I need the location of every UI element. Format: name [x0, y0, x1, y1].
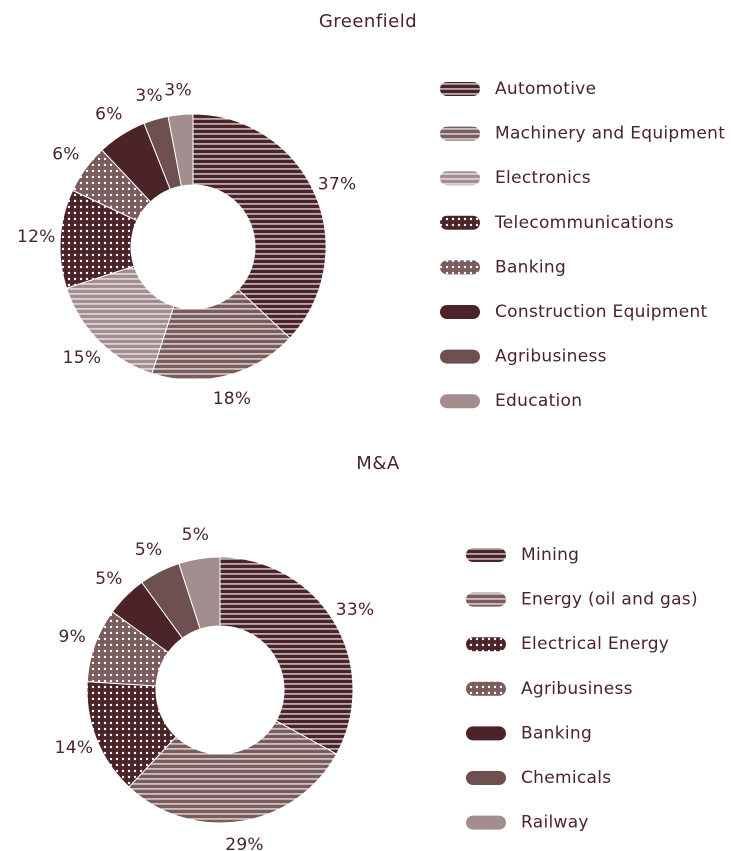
legend-label: Education	[495, 391, 582, 411]
legend-swatch	[440, 126, 480, 141]
legend-label: Agribusiness	[521, 679, 633, 699]
legend-swatch	[440, 305, 480, 319]
legend-swatch	[466, 637, 506, 652]
data-label: 5%	[135, 540, 163, 560]
legend-swatch	[440, 215, 480, 230]
donut-slice	[178, 556, 221, 630]
legend-label: Mining	[521, 545, 579, 565]
legend-label: Automotive	[495, 79, 596, 99]
legend-label: Machinery and Equipment	[495, 124, 725, 144]
data-label: 14%	[55, 738, 94, 758]
legend-label: Electronics	[495, 168, 591, 188]
legend-label: Railway	[521, 813, 589, 833]
legend-label: Telecommunications	[494, 213, 674, 233]
legend-swatch	[466, 681, 506, 696]
legend-swatch	[440, 82, 480, 96]
data-label: 33%	[336, 600, 375, 620]
legend-swatch	[466, 592, 506, 607]
legend-swatch	[440, 394, 480, 409]
data-label: 3%	[135, 86, 163, 106]
data-label: 6%	[52, 145, 80, 165]
legend-label: Banking	[495, 257, 566, 277]
data-label: 6%	[95, 104, 123, 124]
donut-slice	[128, 720, 338, 824]
legend-swatch	[466, 726, 506, 741]
data-label: 5%	[95, 569, 123, 589]
legend-label: Banking	[521, 723, 592, 743]
donut-slice	[219, 556, 354, 755]
data-label: 29%	[225, 835, 264, 851]
data-label: 3%	[164, 81, 192, 101]
chart-title: Greenfield	[319, 11, 417, 32]
donut-slice	[192, 113, 327, 339]
donut-slice	[167, 113, 194, 187]
legend-label: Construction Equipment	[495, 302, 708, 322]
chart-title: M&A	[356, 453, 400, 474]
data-label: 37%	[318, 175, 357, 195]
legend-swatch	[466, 815, 506, 830]
data-label: 5%	[182, 525, 210, 545]
data-label: 15%	[63, 348, 102, 368]
donut-slice	[65, 265, 175, 375]
legend-swatch	[466, 548, 506, 562]
legend-swatch	[440, 260, 480, 275]
donut-slice	[151, 288, 291, 381]
legend-swatch	[466, 771, 506, 785]
data-label: 9%	[58, 627, 86, 647]
legend-swatch	[440, 349, 480, 364]
legend-swatch	[440, 171, 480, 186]
legend-label: Chemicals	[521, 768, 611, 788]
data-label: 18%	[213, 389, 252, 409]
legend-label: Electrical Energy	[521, 634, 669, 654]
legend-label: Energy (oil and gas)	[521, 590, 698, 610]
data-label: 12%	[17, 227, 56, 247]
legend-label: Agribusiness	[495, 347, 607, 367]
